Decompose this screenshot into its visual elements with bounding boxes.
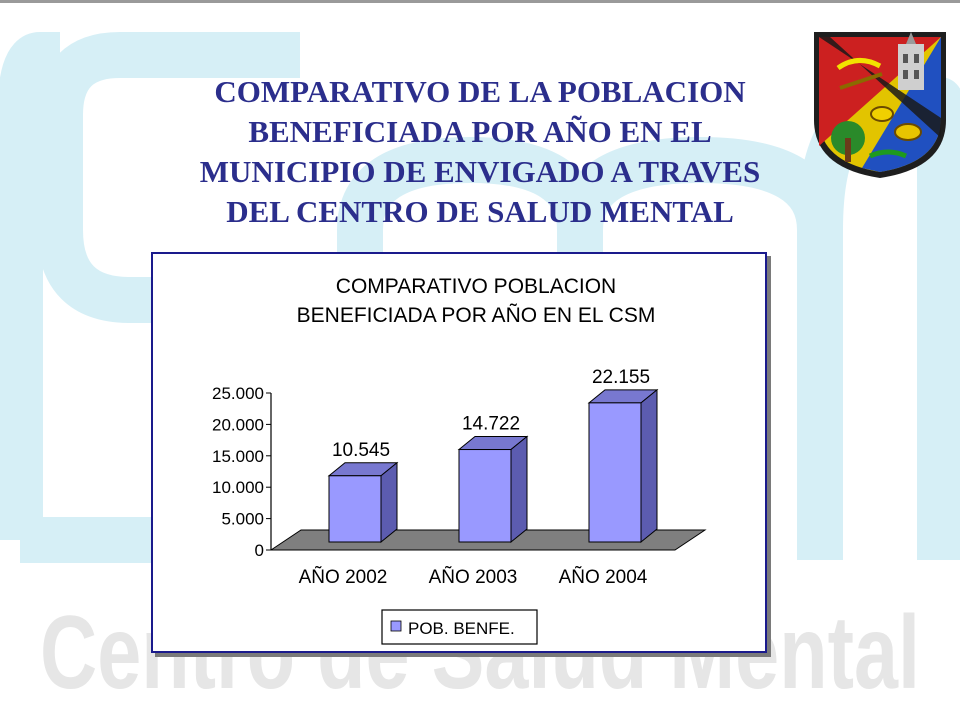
legend-label: POB. BENFE. bbox=[408, 619, 515, 638]
chart-title-line: BENEFICIADA POR AÑO EN EL CSM bbox=[297, 303, 656, 327]
x-category-label: AÑO 2003 bbox=[429, 566, 518, 588]
y-tick-label: 25.000 bbox=[212, 384, 264, 403]
y-tick-label: 15.000 bbox=[212, 447, 264, 466]
coat-of-arms-logo bbox=[814, 32, 946, 178]
bar-chart: COMPARATIVO POBLACION BENEFICIADA POR AÑ… bbox=[212, 275, 707, 645]
chart-title-line: COMPARATIVO POBLACION bbox=[336, 275, 616, 298]
y-tick-label: 5.000 bbox=[221, 510, 264, 529]
slide-title-line: COMPARATIVO DE LA POBLACION bbox=[214, 74, 746, 109]
y-tick-label: 0 bbox=[255, 541, 264, 560]
legend-swatch bbox=[390, 620, 402, 632]
x-category-label: AÑO 2002 bbox=[299, 566, 388, 588]
bar-side bbox=[380, 461, 398, 544]
bar bbox=[458, 449, 512, 543]
bar bbox=[588, 402, 642, 543]
slide-title-line: BENEFICIADA POR AÑO EN EL bbox=[248, 114, 712, 149]
x-category-label: AÑO 2004 bbox=[559, 566, 648, 588]
data-label: 22.155 bbox=[592, 367, 650, 388]
slide-title: COMPARATIVO DE LA POBLACION BENEFICIADA … bbox=[180, 72, 780, 232]
plot-area: 0 5.000 10.000 15.000 20.000 25.000 10.545 AÑO … bbox=[212, 367, 707, 588]
top-border-line bbox=[0, 0, 960, 3]
chart-legend: POB. BENFE. bbox=[381, 609, 538, 645]
slide-title-line: MUNICIPIO DE ENVIGADO A TRAVES bbox=[199, 154, 761, 189]
bar-side bbox=[510, 435, 528, 544]
chart-frame: COMPARATIVO POBLACION BENEFICIADA POR AÑ… bbox=[151, 252, 767, 653]
legend-frame bbox=[381, 609, 538, 645]
slide-title-line: DEL CENTRO DE SALUD MENTAL bbox=[226, 194, 734, 229]
bar-side bbox=[640, 388, 658, 544]
y-tick-label: 10.000 bbox=[212, 478, 264, 497]
data-label: 10.545 bbox=[332, 440, 390, 461]
data-label: 14.722 bbox=[462, 414, 520, 435]
bar bbox=[328, 475, 382, 543]
y-tick-label: 20.000 bbox=[212, 415, 264, 434]
